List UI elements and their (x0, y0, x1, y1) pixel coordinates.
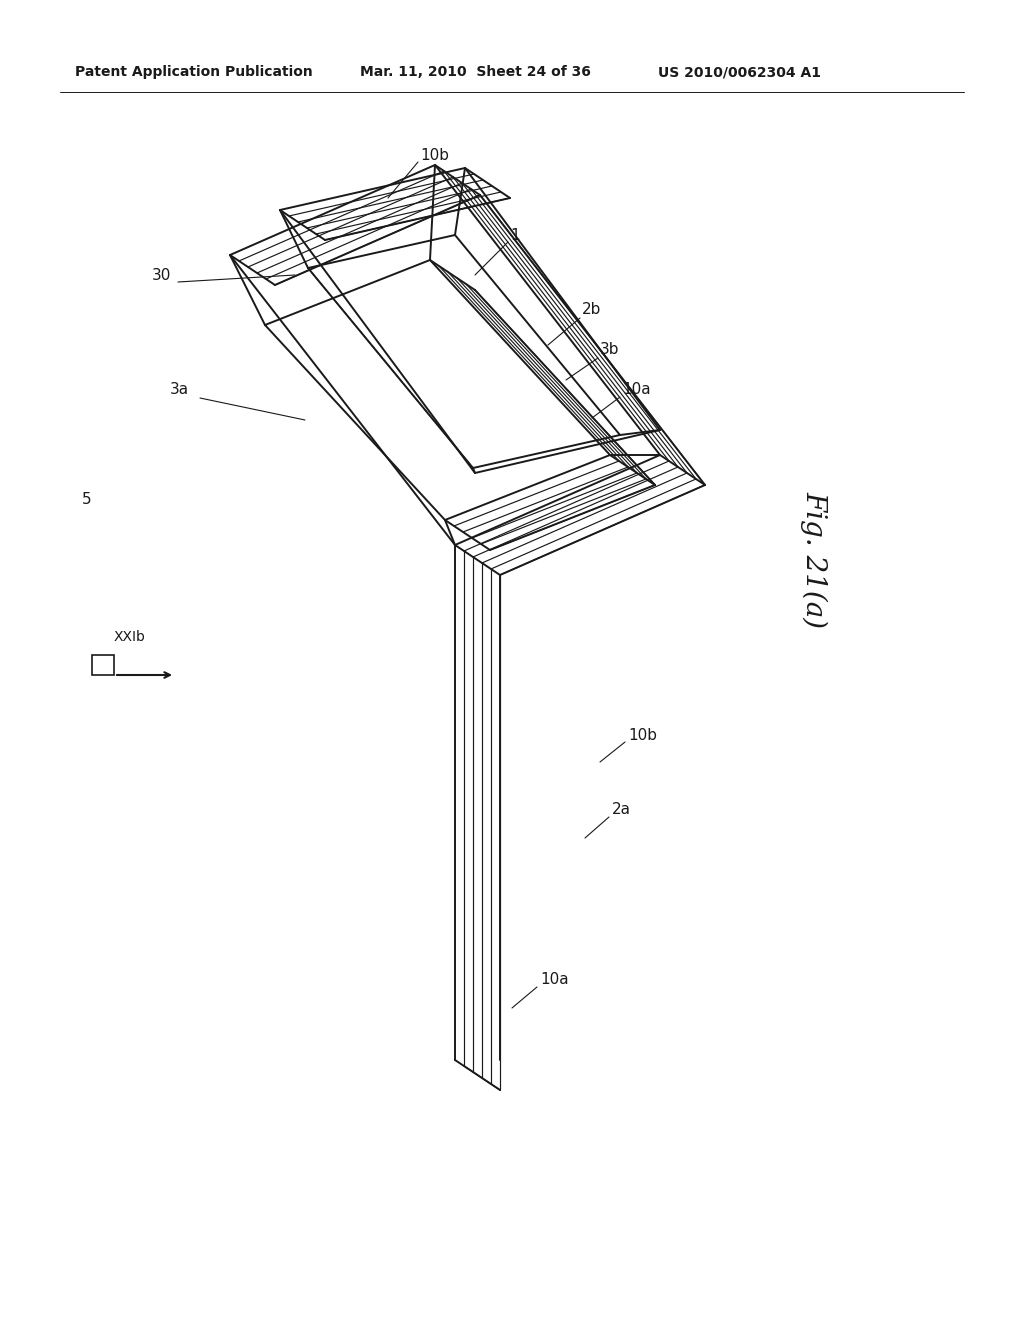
Text: 3b: 3b (600, 342, 620, 358)
Text: 30: 30 (152, 268, 171, 282)
Text: 10a: 10a (540, 973, 568, 987)
Text: XXIb: XXIb (114, 630, 145, 644)
Text: Mar. 11, 2010  Sheet 24 of 36: Mar. 11, 2010 Sheet 24 of 36 (360, 65, 591, 79)
Text: 10b: 10b (420, 148, 449, 162)
Text: 2b: 2b (582, 302, 601, 318)
Text: 3a: 3a (170, 383, 189, 397)
Text: US 2010/0062304 A1: US 2010/0062304 A1 (658, 65, 821, 79)
Bar (92, 655, 114, 675)
Text: Fig. 21(a): Fig. 21(a) (800, 491, 827, 628)
Text: 1: 1 (510, 227, 519, 243)
Text: 2a: 2a (612, 803, 631, 817)
Text: 5: 5 (82, 492, 91, 507)
Text: 10b: 10b (628, 727, 657, 742)
Text: Patent Application Publication: Patent Application Publication (75, 65, 312, 79)
Text: 10a: 10a (622, 383, 650, 397)
